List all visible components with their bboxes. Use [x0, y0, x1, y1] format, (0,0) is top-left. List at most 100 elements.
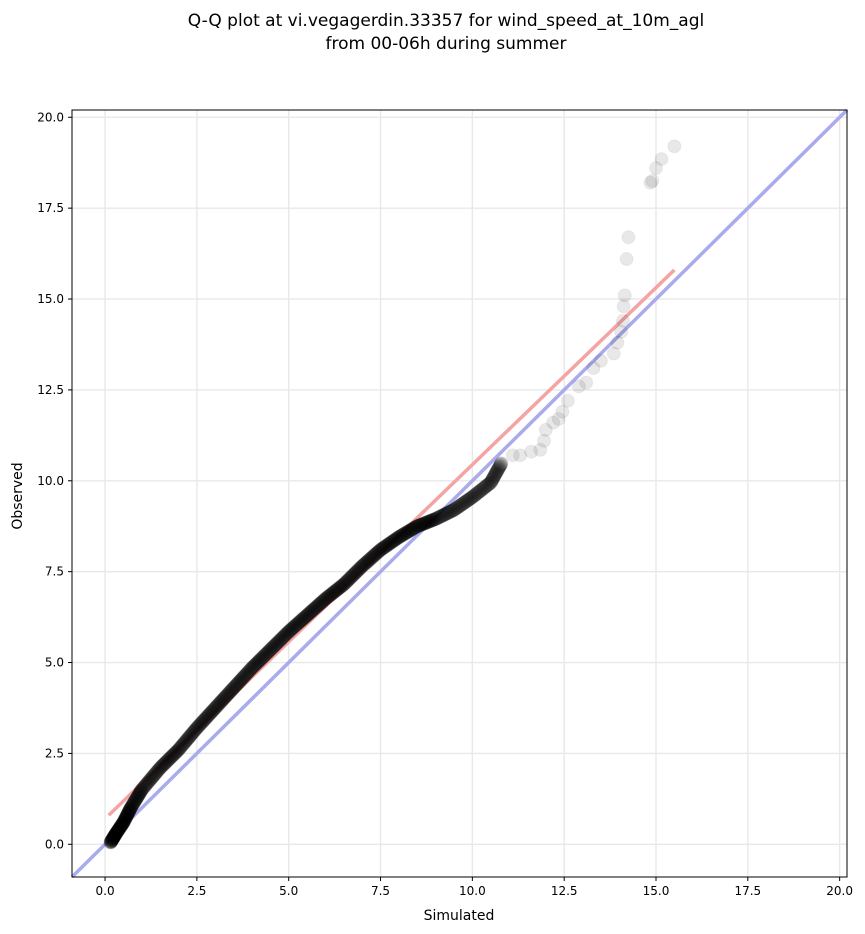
data-point-16	[107, 828, 122, 843]
data-point-83	[132, 786, 147, 801]
data-point-549	[621, 230, 636, 245]
data-point-514	[487, 468, 502, 483]
data-point-360	[361, 553, 376, 568]
data-point-107	[150, 763, 165, 778]
data-point-168	[201, 708, 216, 723]
data-point-195	[224, 683, 239, 698]
data-point-323	[330, 582, 345, 597]
data-point-301	[312, 597, 327, 612]
data-point-245	[265, 640, 280, 655]
data-point-464	[448, 501, 463, 516]
data-point-207	[234, 672, 249, 687]
identity-line	[70, 108, 849, 879]
data-point-441	[429, 511, 444, 526]
data-point-210	[236, 670, 251, 685]
data-point-505	[482, 476, 497, 491]
data-point-33	[112, 820, 127, 835]
data-point-388	[385, 534, 400, 549]
data-point-204	[231, 675, 246, 690]
data-point-258	[276, 629, 291, 644]
data-point-386	[383, 535, 398, 550]
data-point-530	[524, 444, 539, 459]
data-point-106	[149, 764, 164, 779]
data-point-373	[372, 543, 387, 558]
data-point-37	[114, 818, 129, 833]
data-point-154	[189, 720, 204, 735]
y-tick-label-1: 2.5	[45, 746, 64, 760]
x-tick-label-6: 15.0	[643, 884, 670, 898]
data-point-55	[120, 808, 135, 823]
data-point-402	[396, 527, 411, 542]
data-point-533	[538, 422, 553, 437]
data-point-167	[200, 709, 215, 724]
data-point-391	[387, 533, 402, 548]
data-point-261	[279, 627, 294, 642]
data-point-174	[206, 702, 221, 717]
data-point-342	[346, 567, 361, 582]
data-point-292	[305, 603, 320, 618]
data-point-415	[407, 520, 422, 535]
data-point-371	[371, 545, 386, 560]
data-point-264	[281, 624, 296, 639]
data-point-139	[177, 735, 192, 750]
data-point-458	[443, 504, 458, 519]
data-point-75	[128, 793, 143, 808]
data-point-459	[444, 504, 459, 519]
data-point-166	[199, 710, 214, 725]
data-point-53	[119, 809, 134, 824]
data-point-425	[416, 516, 431, 531]
data-point-465	[449, 501, 464, 516]
data-point-259	[277, 628, 292, 643]
x-tick-label-0: 0.0	[96, 884, 115, 898]
data-point-246	[266, 639, 281, 654]
data-point-200	[228, 679, 243, 694]
data-point-403	[397, 526, 412, 541]
data-point-351	[354, 560, 369, 575]
data-point-332	[338, 575, 353, 590]
data-point-535	[551, 411, 566, 426]
data-point-369	[369, 546, 384, 561]
data-point-184	[214, 693, 229, 708]
data-point-422	[413, 517, 428, 532]
x-tick-label-3: 7.5	[371, 884, 390, 898]
data-point-364	[365, 550, 380, 565]
data-point-376	[375, 541, 390, 556]
data-point-526	[493, 457, 508, 472]
data-point-52	[119, 810, 134, 825]
data-point-223	[247, 658, 262, 673]
reference-lines	[70, 108, 849, 879]
data-point-393	[389, 531, 404, 546]
data-point-30	[111, 822, 126, 837]
data-point-114	[156, 757, 171, 772]
data-point-339	[344, 569, 359, 584]
data-point-46	[117, 814, 132, 829]
data-point-512	[486, 470, 501, 485]
data-point-243	[264, 641, 279, 656]
data-point-150	[186, 724, 201, 739]
data-point-496	[475, 482, 490, 497]
data-point-551	[645, 173, 660, 188]
data-point-271	[287, 619, 302, 634]
data-point-375	[374, 542, 389, 557]
data-point-17	[107, 828, 122, 843]
data-point-78	[129, 791, 144, 806]
data-point-201	[229, 678, 244, 693]
data-point-461	[446, 503, 461, 518]
data-point-499	[477, 480, 492, 495]
data-point-68	[124, 799, 139, 814]
data-point-95	[140, 775, 155, 790]
data-point-115	[157, 756, 172, 771]
data-point-406	[400, 525, 415, 540]
data-point-329	[335, 578, 350, 593]
data-point-552	[649, 161, 664, 176]
data-point-414	[406, 521, 421, 536]
data-point-456	[441, 505, 456, 520]
data-point-170	[203, 706, 218, 721]
data-point-340	[345, 569, 360, 584]
data-point-280	[295, 612, 310, 627]
data-point-361	[362, 552, 377, 567]
data-point-149	[185, 725, 200, 740]
data-point-539	[579, 375, 594, 390]
fit-line	[107, 268, 676, 817]
data-point-186	[216, 691, 231, 706]
